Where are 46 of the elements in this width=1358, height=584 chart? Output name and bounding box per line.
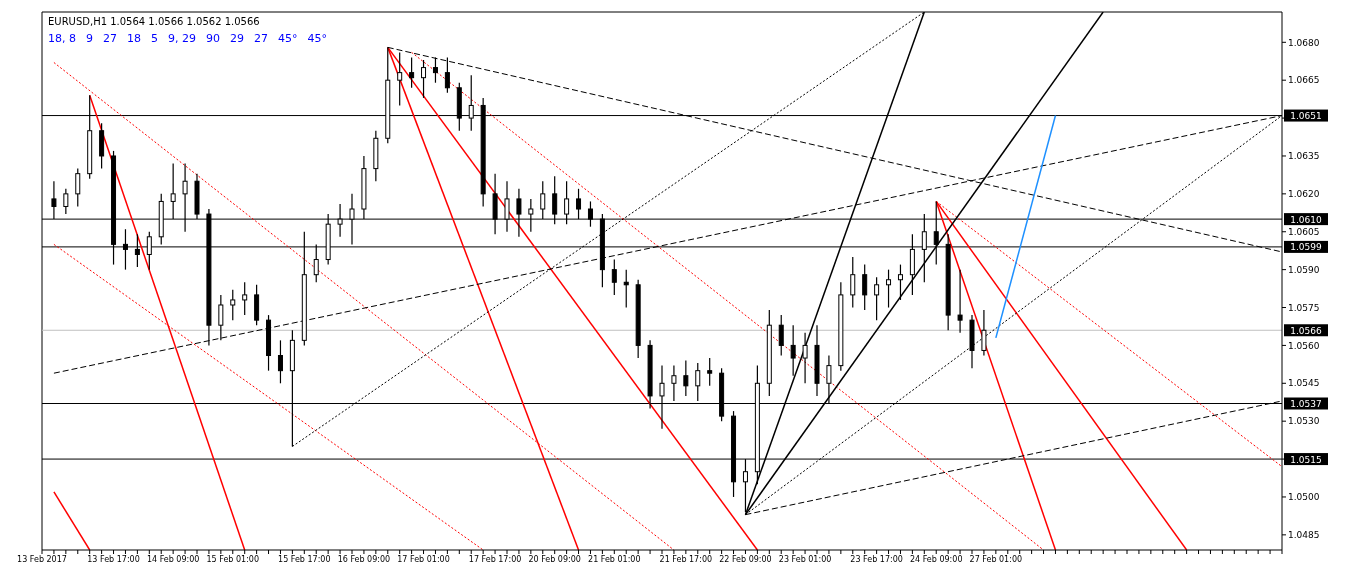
x-tick-label: 15 Feb 17:00 — [278, 554, 331, 564]
x-tick-label: 17 Feb 01:00 — [397, 554, 450, 564]
annotation: 29 — [230, 32, 244, 45]
x-tick-label: 16 Feb 09:00 — [337, 554, 391, 564]
ref-line-label: 1.0566 — [1290, 325, 1323, 336]
x-tick-label: 17 Feb 17:00 — [468, 554, 522, 564]
x-tick-label: 13 Feb 2017 — [17, 554, 67, 564]
y-tick-label: 1.0605 — [1288, 226, 1320, 237]
x-tick-label: 13 Feb 17:00 — [87, 554, 140, 564]
y-tick-label: 1.0545 — [1288, 378, 1320, 389]
y-tick-label: 1.0530 — [1288, 416, 1320, 427]
ref-line-label: 1.0610 — [1290, 214, 1323, 225]
annotation: 18 — [127, 32, 141, 45]
x-tick-label: 22 Feb 09:00 — [719, 554, 772, 564]
y-tick-label: 1.0560 — [1288, 340, 1320, 351]
annotation: 90 — [206, 32, 220, 45]
y-tick-label: 1.0635 — [1288, 151, 1320, 162]
annotation: 9 — [86, 32, 93, 45]
x-tick-label: 24 Feb 09:00 — [909, 554, 963, 564]
annotation: 5 — [151, 32, 158, 45]
x-tick-label: 21 Feb 17:00 — [659, 554, 713, 564]
x-tick-label: 23 Feb 01:00 — [778, 554, 832, 564]
y-tick-label: 1.0620 — [1288, 189, 1320, 200]
annotation: 18, 8 — [48, 32, 76, 45]
x-tick-label: 14 Feb 09:00 — [146, 554, 200, 564]
y-tick-label: 1.0575 — [1288, 302, 1320, 313]
y-tick-label: 1.0590 — [1288, 264, 1320, 275]
x-tick-label: 27 Feb 01:00 — [969, 554, 1023, 564]
y-tick-label: 1.0665 — [1288, 75, 1320, 86]
annotation: 27 — [103, 32, 117, 45]
ref-line-label: 1.0651 — [1290, 111, 1322, 122]
x-tick-label: 23 Feb 17:00 — [850, 554, 903, 564]
annotation: 9, 29 — [168, 32, 196, 45]
y-tick-label: 1.0485 — [1288, 530, 1320, 541]
ref-line-label: 1.0599 — [1290, 242, 1323, 253]
ref-line-label: 1.0537 — [1290, 399, 1322, 409]
y-tick-label: 1.0680 — [1288, 37, 1320, 48]
annotation: 45° — [307, 32, 327, 45]
annotation: 27 — [254, 32, 268, 45]
y-tick-label: 1.0500 — [1288, 492, 1320, 503]
annotation: 45° — [278, 32, 298, 45]
chart-title: EURUSD,H1 1.0564 1.0566 1.0562 1.0566 — [48, 16, 260, 27]
x-tick-label: 21 Feb 01:00 — [588, 554, 641, 564]
x-tick-label: 20 Feb 09:00 — [528, 554, 581, 564]
ref-line-label: 1.0515 — [1290, 454, 1322, 465]
x-tick-label: 15 Feb 01:00 — [206, 554, 260, 564]
